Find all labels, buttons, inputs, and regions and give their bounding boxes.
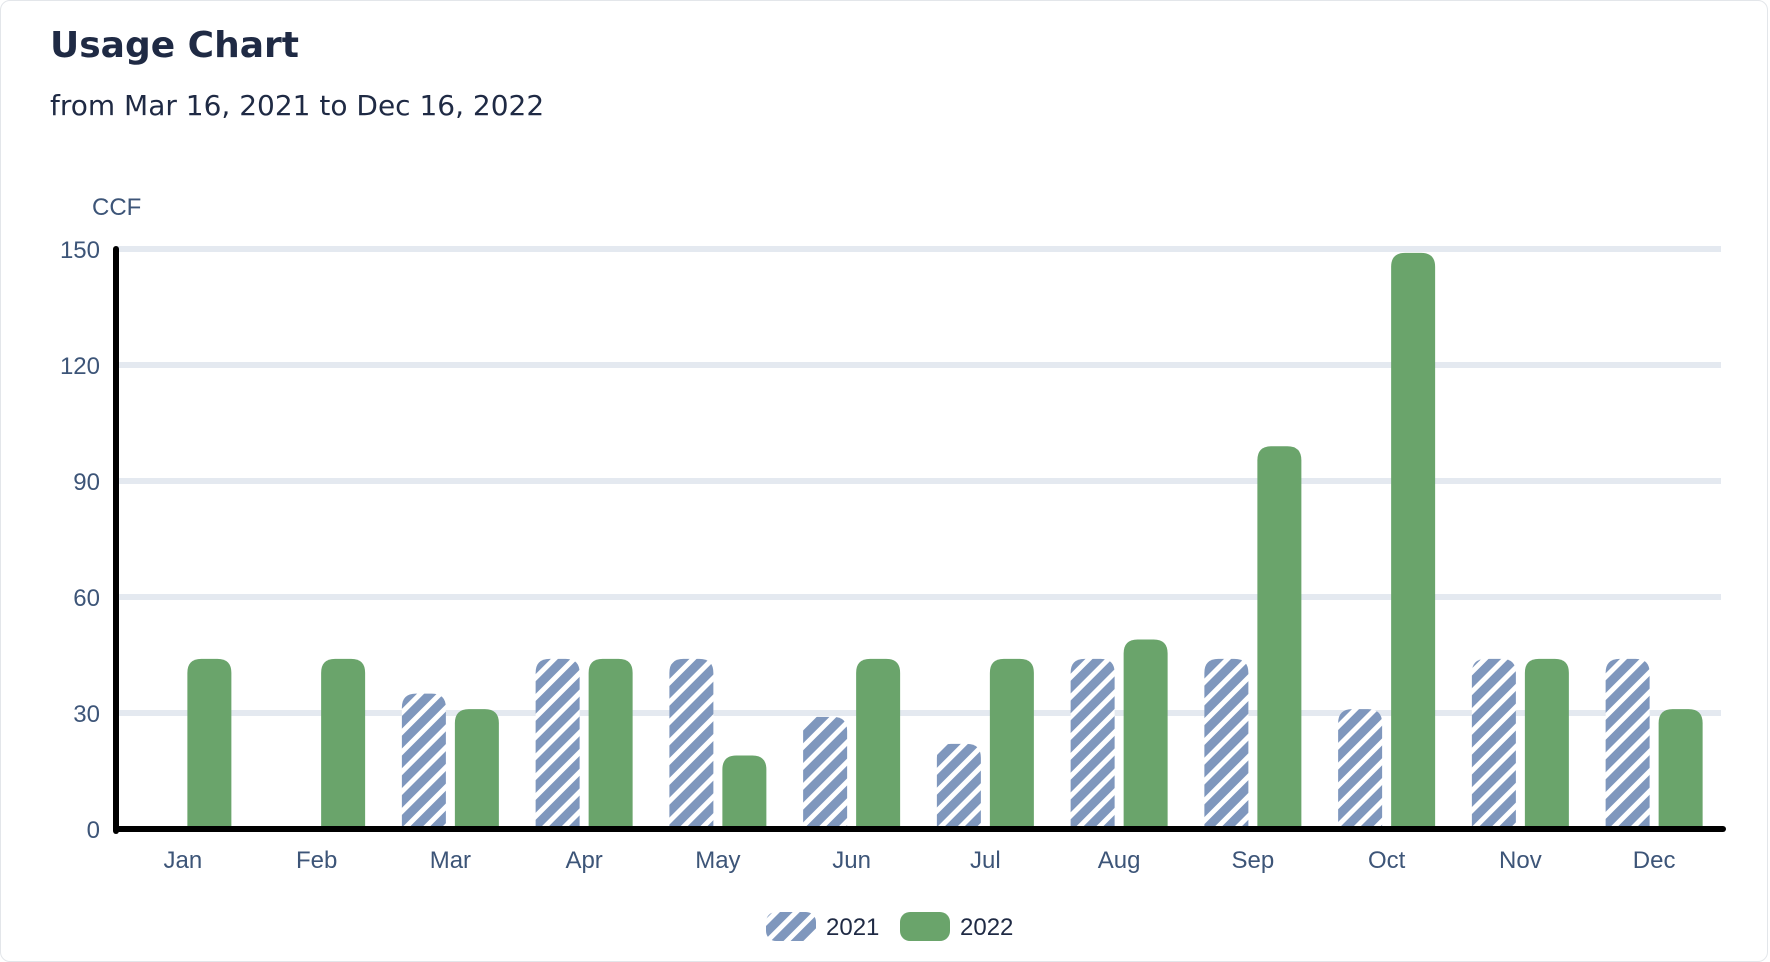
y-tick-label: 30 <box>73 701 100 728</box>
x-tick-label: Jan <box>164 847 203 874</box>
bar-2022-sep[interactable] <box>1257 446 1302 829</box>
x-tick-label: Apr <box>565 847 602 874</box>
x-tick-label: Sep <box>1232 847 1275 874</box>
bar-2022-aug[interactable] <box>1123 639 1168 829</box>
x-tick-label: Dec <box>1633 847 1676 874</box>
x-tick-label: Mar <box>430 847 471 874</box>
bar-2021-dec[interactable] <box>1605 658 1650 829</box>
bar-2022-mar[interactable] <box>454 709 499 829</box>
x-tick-label: Oct <box>1368 847 1406 874</box>
y-axis-label: CCF <box>92 194 141 221</box>
x-tick-label: Aug <box>1098 847 1141 874</box>
x-tick-label: Jul <box>970 847 1001 874</box>
bar-2021-may[interactable] <box>669 658 714 829</box>
chart-subtitle: from Mar 16, 2021 to Dec 16, 2022 <box>50 89 545 122</box>
y-tick-label: 150 <box>60 237 100 264</box>
bar-2021-mar[interactable] <box>401 693 446 829</box>
legend-label-2021[interactable]: 2021 <box>826 914 879 941</box>
bar-2022-oct[interactable] <box>1391 252 1436 829</box>
bar-2021-sep[interactable] <box>1204 658 1249 829</box>
legend-label-2022[interactable]: 2022 <box>960 914 1013 941</box>
x-tick-label: Jun <box>832 847 871 874</box>
legend-swatch-2022[interactable] <box>900 912 950 941</box>
bar-2022-may[interactable] <box>722 755 767 829</box>
x-tick-label: May <box>695 847 740 874</box>
bar-2022-nov[interactable] <box>1524 658 1569 829</box>
bar-2022-dec[interactable] <box>1658 709 1703 829</box>
bar-2022-feb[interactable] <box>321 658 366 829</box>
x-tick-label: Nov <box>1499 847 1542 874</box>
gridlines <box>116 246 1721 716</box>
bar-2021-nov[interactable] <box>1471 658 1516 829</box>
y-tick-label: 60 <box>73 585 100 612</box>
y-tick-label: 120 <box>60 353 100 380</box>
bar-2022-jan[interactable] <box>187 658 232 829</box>
legend-swatch-2021[interactable] <box>766 912 816 941</box>
y-tick-label: 90 <box>73 469 100 496</box>
bar-2022-jul[interactable] <box>989 658 1034 829</box>
x-tick-label: Feb <box>296 847 337 874</box>
bar-2021-apr[interactable] <box>535 658 580 829</box>
chart-title: Usage Chart <box>50 25 299 66</box>
bar-2022-apr[interactable] <box>588 658 633 829</box>
bar-2021-jul[interactable] <box>936 743 981 829</box>
axes <box>113 246 1726 834</box>
tick-labels: 0 30 60 90 120 150 CCF Jan Feb Mar Apr May Jun Jul Aug… <box>60 194 1676 874</box>
bar-2021-aug[interactable] <box>1070 658 1115 829</box>
bars <box>187 252 1703 829</box>
y-tick-label: 0 <box>87 817 100 844</box>
legend: 2021 2022 <box>766 912 1013 941</box>
bar-2021-oct[interactable] <box>1338 709 1383 829</box>
bar-2022-jun[interactable] <box>856 658 901 829</box>
bar-2021-jun[interactable] <box>803 716 848 829</box>
